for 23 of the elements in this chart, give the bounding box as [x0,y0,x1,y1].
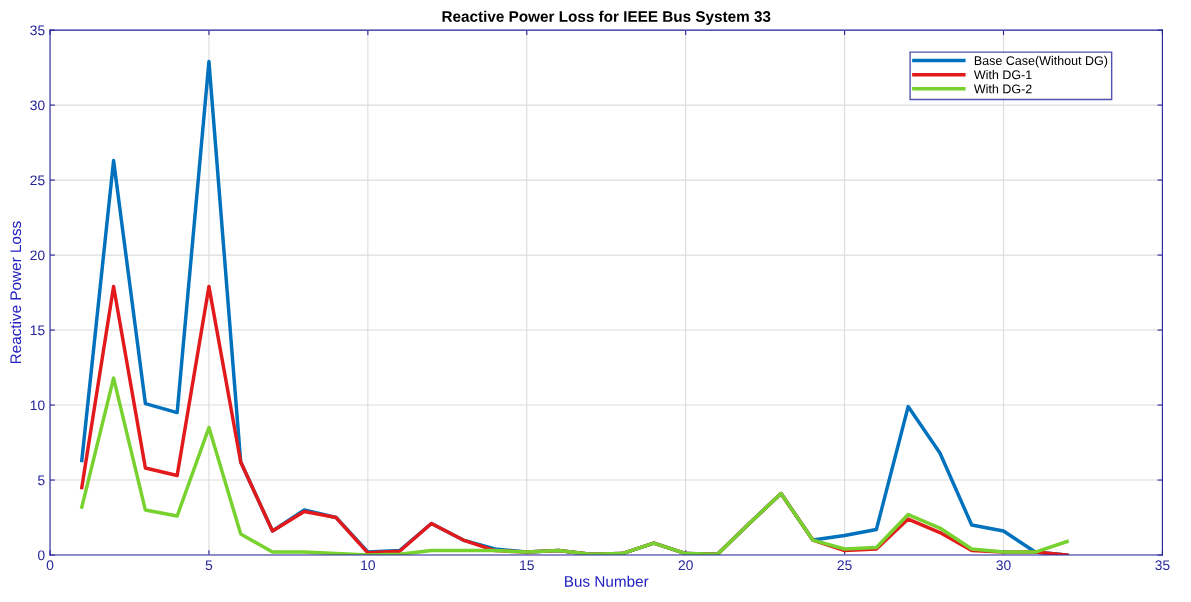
x-tick-label: 20 [678,560,693,571]
x-tick-label: 15 [520,560,534,571]
y-tick-label: 15 [30,325,45,336]
legend-label: With DG-1 [973,70,1032,80]
x-tick-label: 10 [361,560,376,571]
legend-label: With DG-2 [973,84,1032,94]
y-tick-label: 0 [37,550,45,561]
y-tick-label: 20 [30,250,45,261]
x-tick-label: 0 [46,560,54,571]
x-tick-label: 30 [996,560,1011,571]
line-series [80,376,1069,556]
y-tick-label: 30 [30,100,45,111]
chart-title: Reactive Power Loss for IEEE Bus System 33 [442,10,771,25]
y-tick-label: 5 [37,475,45,486]
x-tick-label: 35 [1155,560,1170,571]
y-axis-title: Reactive Power Loss [9,221,22,364]
y-tick-label: 25 [30,175,45,186]
x-tick-label: 5 [205,560,213,571]
legend-label: Base Case(Without DG) [974,55,1108,68]
y-tick-label: 35 [30,25,45,36]
x-axis-title: Bus Number [565,575,649,587]
x-tick-label: 25 [837,560,852,571]
y-tick-label: 10 [30,400,45,411]
